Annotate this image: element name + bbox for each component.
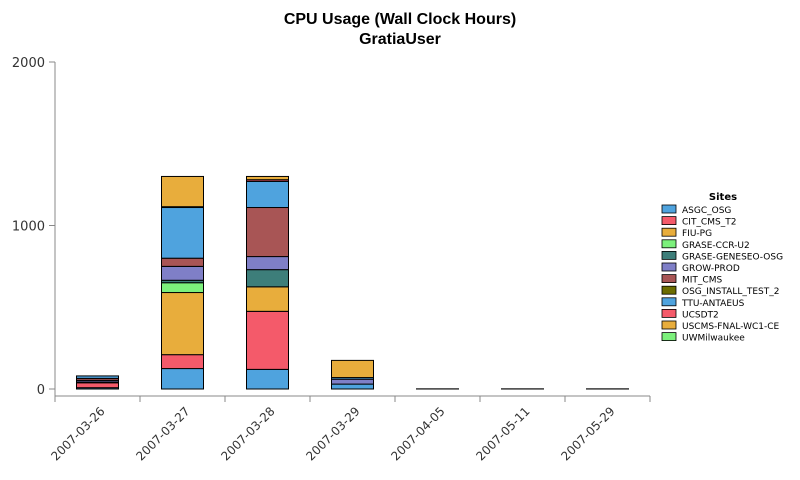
bar-segment [246,180,289,209]
legend-swatch [661,239,677,249]
bar-segment [331,378,374,385]
x-tick-label: 2007-03-29 [303,404,362,463]
legend-label: OSG_INSTALL_TEST_2 [682,287,779,297]
legend-label: GRASE-CCR-U2 [682,241,750,251]
legend-label: GROW-PROD [682,264,740,274]
legend-swatch [661,204,677,214]
bar-segment [76,375,119,379]
bar-segment [161,368,204,390]
legend-label: TTU-ANTAEUS [681,299,745,309]
legend-swatch [661,320,677,330]
legend-swatch [661,274,677,284]
bar-segment [246,368,289,390]
chart-title: CPU Usage (Wall Clock Hours) [284,11,516,28]
legend-label: UCSDT2 [682,310,719,320]
legend-swatch [661,250,677,260]
bar-segment [246,175,289,181]
legend-label: GRASE-GENESEO-OSG [682,252,783,262]
bar-segment [246,286,289,312]
bar-segment [331,383,374,390]
x-tick-label: 2007-03-26 [48,404,107,463]
legend-swatch [661,285,677,295]
bar-segment [76,382,119,389]
legend-label: CIT_CMS_T2 [682,218,736,228]
legend-title: Sites [709,192,737,203]
legend-swatch [661,262,677,272]
bar-segment [161,175,204,208]
y-tick-label: 0 [37,383,45,398]
x-tick-label: 2007-03-28 [218,404,277,463]
x-tick-label: 2007-04-05 [388,404,447,463]
legend-label: MIT_CMS [682,276,722,286]
x-tick-label: 2007-03-27 [133,404,192,463]
bar-segment [246,269,289,288]
bar-segment [161,207,204,259]
x-tick-label: 2007-05-29 [558,404,617,463]
legend-swatch [661,297,677,307]
legend-label: UWMilwaukee [682,334,745,344]
bar-segment [331,359,374,379]
x-tick-label: 2007-05-11 [473,404,532,463]
y-tick-label: 1000 [12,220,45,235]
bar-segment [161,292,204,356]
bar-segment [161,265,204,281]
legend-swatch [661,308,677,318]
legend-label: FIU-PG [682,229,712,239]
bar-segment [161,257,204,267]
bar-segment [161,354,204,370]
legend-label: ASGC_OSG [682,206,731,216]
legend-swatch [661,332,677,342]
bar-segment [161,282,204,294]
legend-swatch [661,227,677,237]
legend-label: USCMS-FNAL-WC1-CE [682,322,780,332]
bar-segment [246,310,289,370]
y-tick-label: 2000 [12,56,45,71]
bar-segment [246,207,289,258]
plot-area: 0 1000 2000 2007-03-26 2007-03-27 2007-03-28 2… [12,56,651,463]
legend-swatch [661,216,677,226]
bar-segment [246,256,289,271]
chart-subtitle: GratiaUser [359,31,441,48]
